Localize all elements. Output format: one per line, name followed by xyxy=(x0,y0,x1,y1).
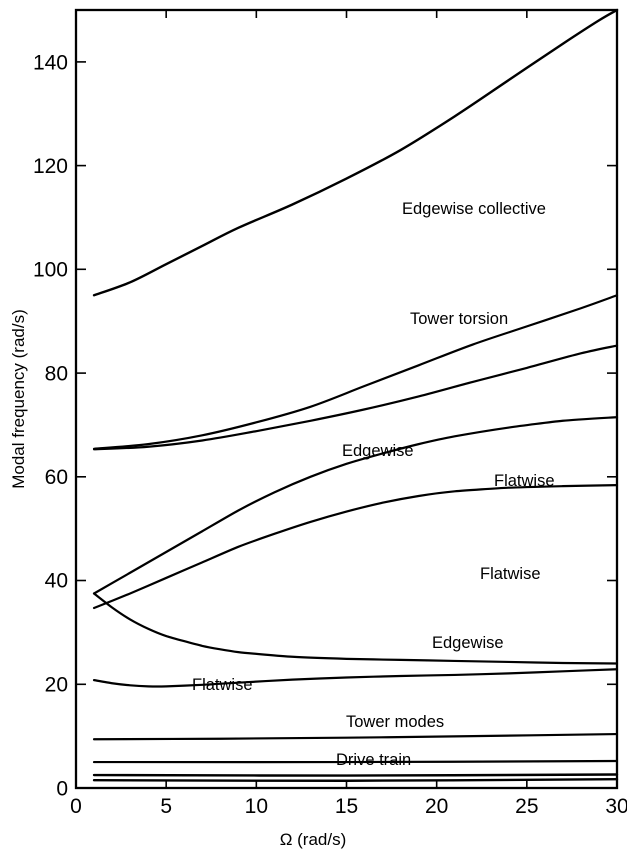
svg-text:120: 120 xyxy=(33,155,68,178)
svg-text:Edgewise collective: Edgewise collective xyxy=(402,200,546,218)
svg-text:5: 5 xyxy=(160,795,172,818)
svg-text:80: 80 xyxy=(45,363,68,386)
svg-text:Drive train: Drive train xyxy=(336,751,411,769)
svg-text:60: 60 xyxy=(45,466,68,489)
svg-text:Edgewise: Edgewise xyxy=(342,442,414,460)
svg-text:Edgewise: Edgewise xyxy=(432,634,504,652)
svg-text:40: 40 xyxy=(45,570,68,593)
svg-text:10: 10 xyxy=(245,795,268,818)
svg-text:0: 0 xyxy=(70,795,82,818)
svg-text:25: 25 xyxy=(515,795,538,818)
svg-text:Tower torsion: Tower torsion xyxy=(410,310,508,328)
svg-text:20: 20 xyxy=(45,674,68,697)
svg-text:Modal frequency (rad/s): Modal frequency (rad/s) xyxy=(9,309,28,489)
svg-text:15: 15 xyxy=(335,795,358,818)
svg-text:Flatwise: Flatwise xyxy=(480,565,541,583)
svg-text:Flatwise: Flatwise xyxy=(494,472,555,490)
svg-text:0: 0 xyxy=(56,778,68,801)
svg-text:30: 30 xyxy=(605,795,627,818)
svg-text:Flatwise: Flatwise xyxy=(192,676,253,694)
svg-text:Ω (rad/s): Ω (rad/s) xyxy=(280,830,347,849)
svg-text:100: 100 xyxy=(33,259,68,282)
svg-text:Tower modes: Tower modes xyxy=(346,713,444,731)
svg-text:20: 20 xyxy=(425,795,448,818)
svg-text:140: 140 xyxy=(33,52,68,75)
